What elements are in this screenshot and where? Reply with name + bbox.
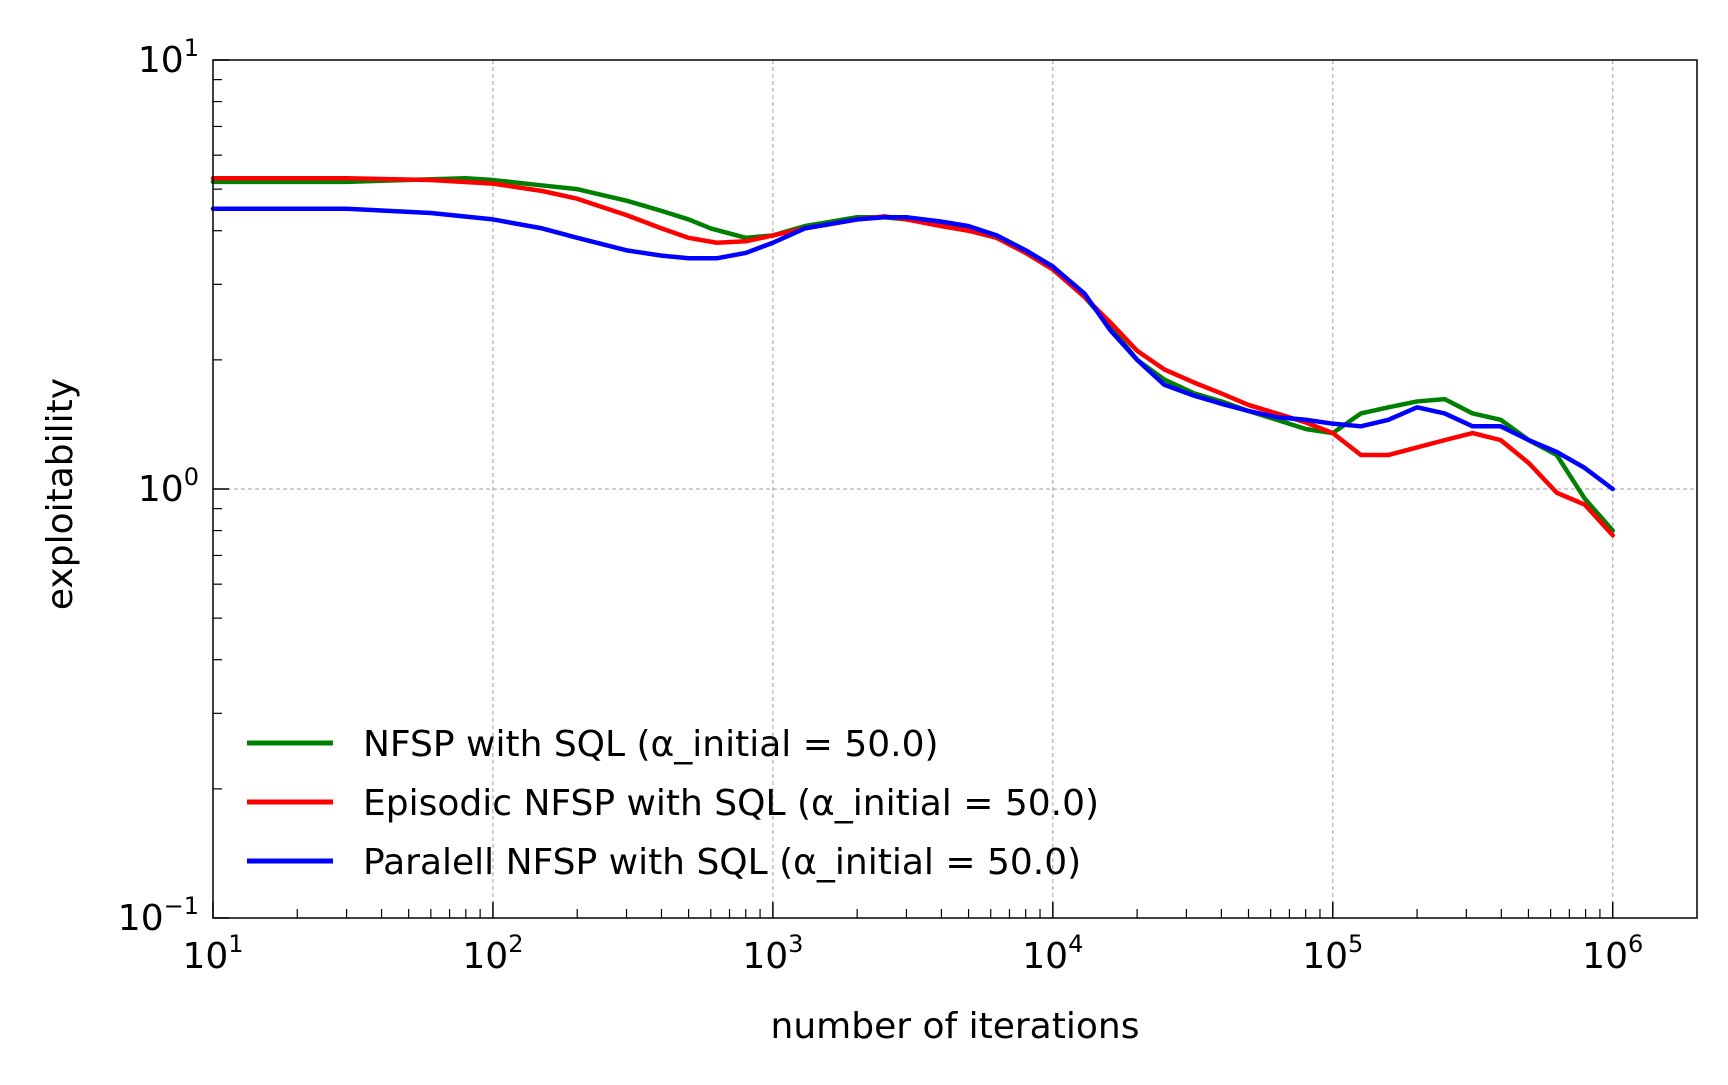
x-tick-label: 102 (462, 930, 523, 977)
series-line-3 (210, 206, 1615, 492)
y-tick-label: 101 (138, 34, 199, 81)
x-tick-label: 104 (1022, 930, 1083, 977)
x-tick-label: 101 (182, 930, 243, 977)
y-tick-label: 100 (138, 463, 199, 510)
series-lines (210, 176, 1615, 538)
legend-label-1: NFSP with SQL (α_initial = 50.0) (363, 724, 939, 765)
x-tick-label: 106 (1582, 930, 1643, 977)
series-line-1 (210, 176, 1615, 533)
x-tick-label: 103 (742, 930, 803, 977)
legend-label-2: Episodic NFSP with SQL (α_initial = 50.0… (363, 783, 1099, 824)
axes: 101 102 103 104 105 106 10−1 100 101 (118, 34, 1698, 977)
y-axis-title: exploitability (40, 378, 81, 610)
legend-label-3: Paralell NFSP with SQL (α_initial = 50.0… (363, 842, 1081, 883)
x-axis-title: number of iterations (771, 1006, 1140, 1047)
x-tick-label: 105 (1302, 930, 1363, 977)
legend: NFSP with SQL (α_initial = 50.0) Episodic… (247, 724, 1099, 883)
series-line-2 (210, 176, 1615, 538)
y-tick-label: 10−1 (118, 892, 199, 939)
